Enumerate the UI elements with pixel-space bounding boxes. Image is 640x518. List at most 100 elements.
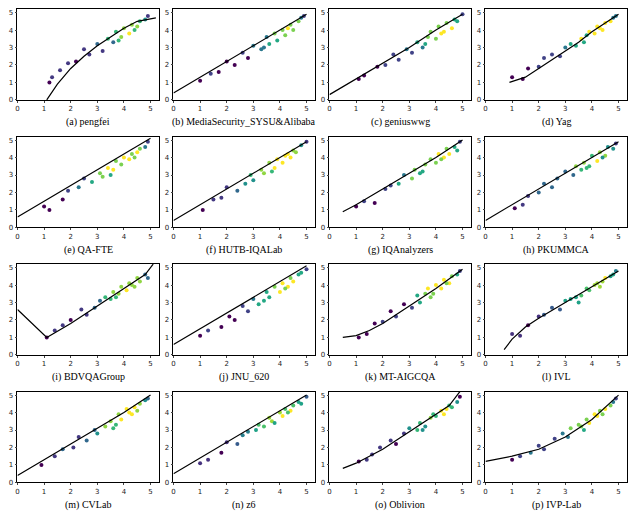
svg-text:5: 5 <box>616 488 620 496</box>
svg-text:1: 1 <box>477 334 481 342</box>
svg-text:2: 2 <box>380 488 384 496</box>
svg-text:4: 4 <box>321 154 326 162</box>
svg-text:2: 2 <box>68 360 72 368</box>
svg-text:4: 4 <box>434 360 439 368</box>
svg-text:4: 4 <box>434 105 439 113</box>
svg-text:2: 2 <box>380 233 384 241</box>
svg-text:2: 2 <box>9 444 13 452</box>
svg-text:5: 5 <box>460 233 464 241</box>
svg-text:4: 4 <box>590 233 595 241</box>
svg-text:1: 1 <box>9 79 13 87</box>
svg-text:4: 4 <box>165 282 170 290</box>
svg-text:2: 2 <box>380 105 384 113</box>
svg-text:1: 1 <box>42 360 46 368</box>
svg-text:2: 2 <box>68 488 72 496</box>
svg-text:2: 2 <box>321 61 325 69</box>
svg-text:(h) PKUMMCA: (h) PKUMMCA <box>523 244 590 256</box>
svg-text:1: 1 <box>321 79 325 87</box>
svg-text:0: 0 <box>171 105 175 113</box>
svg-text:3: 3 <box>407 105 411 113</box>
svg-text:5: 5 <box>477 392 481 400</box>
svg-text:5: 5 <box>9 264 13 272</box>
svg-text:5: 5 <box>9 392 13 400</box>
svg-text:1: 1 <box>354 488 358 496</box>
svg-text:3: 3 <box>95 105 99 113</box>
svg-text:2: 2 <box>536 360 540 368</box>
svg-text:2: 2 <box>477 189 481 197</box>
svg-text:5: 5 <box>460 488 464 496</box>
svg-text:3: 3 <box>9 171 13 179</box>
svg-text:(k) MT-AIGCQA: (k) MT-AIGCQA <box>365 371 436 383</box>
svg-text:4: 4 <box>122 105 127 113</box>
svg-text:4: 4 <box>9 282 14 290</box>
svg-text:0: 0 <box>165 351 169 359</box>
svg-text:2: 2 <box>536 488 540 496</box>
svg-text:0: 0 <box>477 479 481 487</box>
svg-text:1: 1 <box>477 461 481 469</box>
svg-text:5: 5 <box>304 233 308 241</box>
svg-text:0: 0 <box>321 224 325 232</box>
svg-text:3: 3 <box>321 171 325 179</box>
svg-text:5: 5 <box>148 233 152 241</box>
svg-text:5: 5 <box>9 137 13 145</box>
svg-text:4: 4 <box>9 409 14 417</box>
svg-text:3: 3 <box>251 488 255 496</box>
svg-text:1: 1 <box>510 105 514 113</box>
svg-text:1: 1 <box>42 105 46 113</box>
svg-text:5: 5 <box>9 9 13 17</box>
svg-text:2: 2 <box>9 61 13 69</box>
svg-text:4: 4 <box>590 488 595 496</box>
svg-text:3: 3 <box>563 360 567 368</box>
svg-text:5: 5 <box>165 392 169 400</box>
svg-text:3: 3 <box>563 105 567 113</box>
svg-text:0: 0 <box>483 105 487 113</box>
svg-text:4: 4 <box>434 488 439 496</box>
svg-text:2: 2 <box>224 233 228 241</box>
svg-text:0: 0 <box>321 479 325 487</box>
svg-text:0: 0 <box>165 224 169 232</box>
svg-text:5: 5 <box>321 264 325 272</box>
svg-text:3: 3 <box>477 44 481 52</box>
svg-text:1: 1 <box>477 79 481 87</box>
svg-text:1: 1 <box>165 334 169 342</box>
svg-text:0: 0 <box>9 479 13 487</box>
svg-text:2: 2 <box>165 316 169 324</box>
svg-text:4: 4 <box>122 233 127 241</box>
svg-text:3: 3 <box>165 171 169 179</box>
svg-text:4: 4 <box>590 105 595 113</box>
svg-text:1: 1 <box>198 105 202 113</box>
svg-text:0: 0 <box>327 233 331 241</box>
svg-text:1: 1 <box>354 233 358 241</box>
svg-text:3: 3 <box>95 360 99 368</box>
svg-text:(m) CVLab: (m) CVLab <box>65 499 111 511</box>
svg-text:4: 4 <box>477 154 482 162</box>
svg-text:5: 5 <box>616 233 620 241</box>
svg-text:(a) pengfei: (a) pengfei <box>66 116 110 128</box>
svg-text:3: 3 <box>321 299 325 307</box>
svg-text:4: 4 <box>9 154 14 162</box>
svg-text:(b) MediaSecurity_SYSU&Alibaba: (b) MediaSecurity_SYSU&Alibaba <box>172 116 316 128</box>
svg-text:0: 0 <box>483 233 487 241</box>
svg-text:5: 5 <box>321 9 325 17</box>
svg-text:0: 0 <box>321 96 325 104</box>
svg-text:5: 5 <box>616 360 620 368</box>
svg-text:4: 4 <box>122 488 127 496</box>
svg-text:1: 1 <box>165 206 169 214</box>
svg-text:(o) Oblivion: (o) Oblivion <box>375 499 425 511</box>
svg-text:5: 5 <box>616 105 620 113</box>
svg-text:1: 1 <box>321 334 325 342</box>
svg-text:1: 1 <box>510 233 514 241</box>
svg-text:2: 2 <box>165 61 169 69</box>
svg-text:0: 0 <box>9 96 13 104</box>
svg-text:3: 3 <box>477 299 481 307</box>
svg-text:2: 2 <box>68 233 72 241</box>
svg-text:(c) geniuswwg: (c) geniuswwg <box>371 116 430 128</box>
svg-text:(e) QA-FTE: (e) QA-FTE <box>64 244 113 256</box>
svg-text:5: 5 <box>477 264 481 272</box>
svg-text:5: 5 <box>460 360 464 368</box>
svg-text:1: 1 <box>165 461 169 469</box>
svg-text:3: 3 <box>9 299 13 307</box>
svg-text:1: 1 <box>9 334 13 342</box>
svg-text:2: 2 <box>321 316 325 324</box>
svg-text:1: 1 <box>42 233 46 241</box>
